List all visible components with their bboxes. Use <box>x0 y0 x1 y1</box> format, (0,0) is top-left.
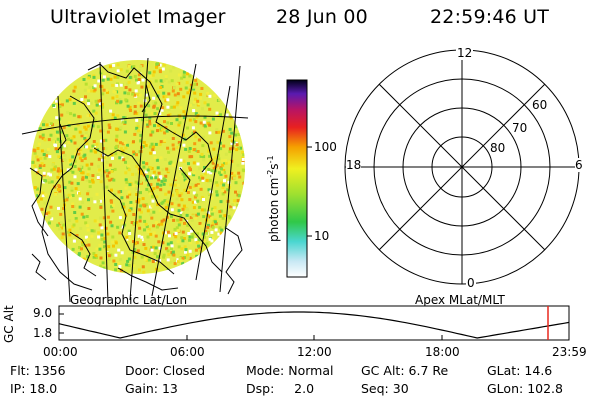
geo-grid <box>21 57 249 303</box>
coastlines <box>29 63 243 295</box>
altitude-xtick: 18:00 <box>425 345 460 359</box>
coastline <box>93 147 223 273</box>
coastline <box>225 227 243 295</box>
coastline <box>29 167 49 237</box>
altitude-ytick-1.8: 1.8 <box>33 326 53 340</box>
status-door: Door: Closed <box>125 363 206 378</box>
altitude-plot <box>58 305 570 341</box>
altitude-xtick: 12:00 <box>297 345 332 359</box>
altitude-xtick: 00:00 <box>43 345 78 359</box>
status-gain: Gain: 13 <box>125 381 178 396</box>
status-mode: Mode: Normal <box>246 363 334 378</box>
parallel-line <box>21 115 249 135</box>
status-dsp: Dsp: 2.0 <box>246 381 315 396</box>
date-label: 28 Jun 00 <box>276 6 368 28</box>
status-flt: Flt: 1356 <box>10 363 66 378</box>
units-photon: photon cm <box>267 177 281 242</box>
status-glon: GLon: 102.8 <box>487 381 563 396</box>
meridian-line <box>129 57 149 301</box>
mlt-label-12: 12 <box>456 46 474 60</box>
altitude-curve <box>58 311 570 339</box>
status-seq: Seq: 30 <box>361 381 409 396</box>
coastline <box>117 267 179 291</box>
coastline <box>57 123 67 151</box>
meridian-line <box>151 63 197 297</box>
coastline <box>41 95 95 291</box>
altitude-ytick-9: 9.0 <box>33 306 53 320</box>
polar-grid <box>344 49 580 285</box>
coastline <box>87 63 213 173</box>
geo-caption: Geographic Lat/Lon <box>70 293 188 307</box>
mlt-label-6: 6 <box>575 158 583 172</box>
colorbar-tick-10: 10 <box>314 229 330 243</box>
units-s: s <box>267 163 281 170</box>
coastline <box>141 83 151 113</box>
uv-image <box>31 60 245 274</box>
meridian-line <box>219 65 241 293</box>
mlat-label-80: 80 <box>490 141 506 155</box>
colorbar-units: photon cm-2s-1 <box>266 155 281 242</box>
mlat-label-60: 60 <box>532 98 548 112</box>
instrument-title: Ultraviolet Imager <box>50 6 226 28</box>
colorbar-tick-100: 100 <box>314 140 337 154</box>
altitude-ylabel: GC Alt <box>2 305 16 343</box>
time-label: 22:59:46 UT <box>430 6 550 28</box>
meridian-line <box>195 85 231 281</box>
units-exp2: -1 <box>266 155 275 164</box>
altitude-xtick: 06:00 <box>170 345 205 359</box>
coastline <box>107 189 175 275</box>
status-ip: IP: 18.0 <box>10 381 58 396</box>
mlat-label-70: 70 <box>512 121 528 135</box>
coastline <box>31 253 47 281</box>
mlt-line-diag <box>378 83 546 251</box>
colorbar <box>286 79 312 278</box>
status-glat: GLat: 14.6 <box>487 363 553 378</box>
status-gc-alt: GC Alt: 6.7 Re <box>361 363 449 378</box>
coastline <box>179 167 191 193</box>
colorbar-scale <box>286 79 308 278</box>
altitude-xtick: 23:59 <box>552 345 587 359</box>
mlt-label-18: 18 <box>346 158 362 172</box>
meridian-line <box>99 61 109 303</box>
units-exp1: -2 <box>266 169 275 178</box>
mlt-label-0: 0 <box>466 276 476 290</box>
coastline <box>69 231 97 277</box>
polar-caption: Apex MLat/MLT <box>415 293 505 307</box>
meridian-line <box>57 95 71 303</box>
